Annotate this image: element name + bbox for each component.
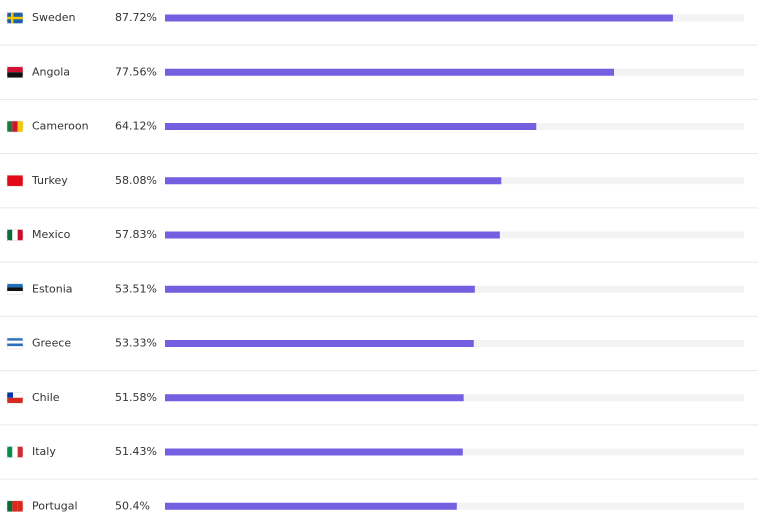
flag-stripe	[7, 66, 23, 73]
flag-stripe	[7, 283, 23, 288]
flag-icon	[6, 175, 24, 187]
flag-stripe	[7, 346, 23, 349]
flag-stripe	[7, 343, 23, 347]
flag-stripe	[17, 446, 23, 458]
flag-border	[6, 446, 24, 458]
flag-icon	[6, 283, 24, 295]
flag-stripe	[12, 446, 18, 458]
flag-border	[6, 12, 24, 24]
flag-icon	[6, 392, 24, 404]
country-name: Greece	[32, 337, 71, 350]
flag-stripe	[7, 291, 23, 295]
flag-stripe	[7, 16, 23, 20]
flag-border	[6, 175, 24, 187]
value-label: 77.56%	[115, 65, 157, 78]
bar	[165, 68, 615, 76]
flag-stripe	[7, 338, 23, 341]
flag-icon	[6, 120, 24, 133]
flag-stripe	[7, 175, 23, 187]
flag-stripe	[7, 229, 13, 241]
bar	[165, 340, 474, 347]
flag-icon	[6, 12, 24, 24]
bar	[165, 14, 673, 22]
bar	[165, 394, 464, 402]
flag-stripe	[7, 392, 13, 398]
flag-stripe	[12, 229, 18, 241]
flag-border	[6, 337, 24, 350]
country-name: Portugal	[32, 499, 78, 512]
bar	[165, 285, 475, 293]
value-label: 58.08%	[115, 174, 157, 187]
flag-stripe	[17, 121, 23, 132]
value-label: 53.33%	[115, 337, 157, 350]
country-name: Cameroon	[32, 120, 89, 133]
country-name: Chile	[32, 391, 60, 404]
flag-stripe	[17, 500, 23, 512]
value-label: 87.72%	[115, 11, 157, 24]
flag-stripe	[7, 397, 23, 404]
bar	[165, 123, 537, 130]
flag-stripe	[7, 72, 23, 78]
flag-icon	[6, 500, 24, 512]
flag-border	[6, 500, 24, 512]
flag-stripe	[7, 392, 23, 398]
flag-stripe	[7, 287, 23, 292]
country-name: Italy	[32, 445, 56, 458]
flag-border	[6, 120, 24, 133]
flag-stripe	[7, 340, 23, 344]
flag-icon	[6, 229, 24, 241]
flag-stripe	[7, 500, 13, 512]
value-label: 50.4%	[115, 499, 150, 512]
bar	[165, 448, 463, 456]
country-name: Mexico	[32, 228, 71, 241]
country-name: Estonia	[32, 282, 73, 295]
value-label: 53.51%	[115, 282, 157, 295]
value-label: 51.58%	[115, 391, 157, 404]
country-name: Angola	[32, 65, 70, 78]
bar	[165, 177, 502, 185]
flag-stripe	[7, 121, 13, 132]
flag-border	[6, 392, 24, 404]
flag-icon	[6, 446, 24, 458]
flag-stripe	[7, 446, 13, 458]
value-label: 51.43%	[115, 445, 157, 458]
value-label: 64.12%	[115, 120, 157, 133]
bar	[165, 231, 500, 239]
bar	[165, 502, 457, 510]
flag-border	[6, 283, 24, 295]
flag-stripe	[17, 229, 23, 241]
country-name: Sweden	[32, 11, 75, 24]
flag-border	[6, 66, 24, 78]
flag-stripe	[12, 121, 18, 132]
flag-icon	[6, 66, 24, 78]
value-label: 57.83%	[115, 228, 157, 241]
flag-border	[6, 229, 24, 241]
flag-stripe	[12, 500, 18, 512]
flag-icon	[6, 337, 24, 350]
country-name: Turkey	[31, 174, 68, 187]
